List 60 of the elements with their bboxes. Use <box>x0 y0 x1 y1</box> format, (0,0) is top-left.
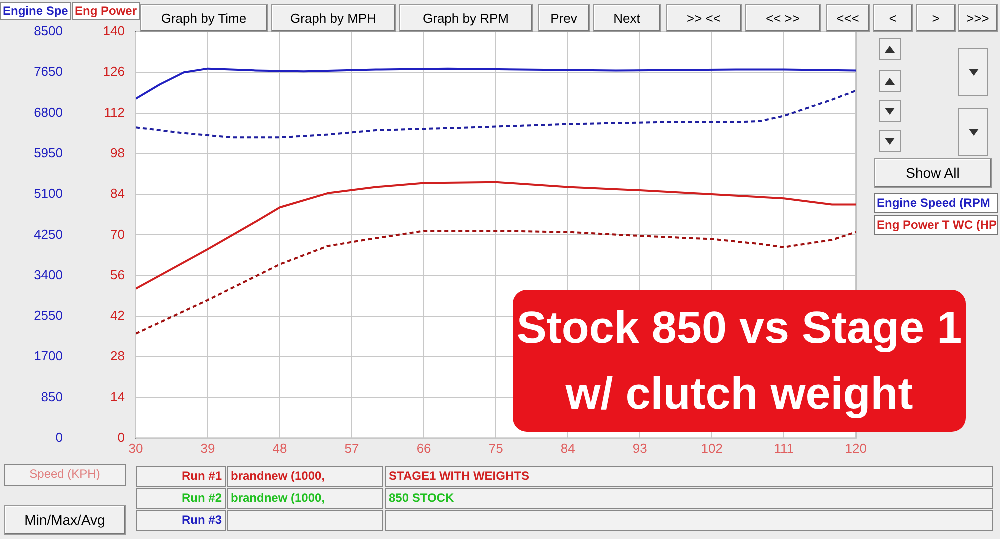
line-series <box>136 90 856 139</box>
text: Eng Power T WC (HP <box>874 215 998 235</box>
x-tick-label: 120 <box>845 440 868 456</box>
text: <<< <box>826 4 870 32</box>
y2-tick-label: 14 <box>110 389 125 404</box>
y2-tick-label: 112 <box>104 104 125 120</box>
text: Min/Max/Avg <box>4 505 126 535</box>
text: 850 STOCK <box>385 488 993 509</box>
text: Run #2 <box>136 488 226 509</box>
y-tick-label: 0 <box>56 430 63 445</box>
y2-tick-label: 0 <box>118 430 125 445</box>
x-tick-label: 39 <box>200 440 216 456</box>
text: brandnew (1000, <box>227 466 383 487</box>
text: Run #3 <box>136 510 226 531</box>
y2-tick-label: 28 <box>110 348 125 364</box>
y-tick-label: 850 <box>41 389 63 404</box>
text: STAGE1 WITH WEIGHTS <box>385 466 993 487</box>
text: >> << <box>666 4 742 32</box>
y-tick-label: 3400 <box>34 267 63 282</box>
text: Stock 850 vs Stage 1 w/ clutch weight <box>513 290 966 432</box>
y-tick-label: 6800 <box>34 104 63 120</box>
y-tick-label: 2550 <box>34 308 63 324</box>
x-tick-label: 93 <box>632 440 648 456</box>
y-tick-label: 5100 <box>34 186 63 202</box>
y2-tick-label: 126 <box>103 64 125 80</box>
y-tick-label: 1700 <box>34 348 63 364</box>
y2-tick-label: 98 <box>110 146 125 160</box>
text: > <box>916 4 956 32</box>
y-tick-label: 4250 <box>34 226 63 242</box>
x-axis-title: Speed (KPH) <box>4 464 126 486</box>
text: Graph by MPH <box>271 4 396 32</box>
y-tick-label: 8500 <box>34 24 63 39</box>
y2-tick-label: 70 <box>110 226 125 242</box>
x-tick-label: 66 <box>416 440 432 456</box>
text: >>> <box>958 4 998 32</box>
x-tick-label: 102 <box>701 440 723 456</box>
y-axis-title: Engine Spe <box>0 2 72 20</box>
y2-tick-label: 140 <box>103 24 125 39</box>
text: Graph by Time <box>140 4 268 32</box>
text: Engine Speed (RPM <box>874 193 998 213</box>
x-tick-label: 30 <box>128 440 144 456</box>
y2-tick-label: 42 <box>110 308 125 324</box>
y2-axis-title: Eng Power <box>72 2 140 20</box>
x-tick-label: 75 <box>488 440 504 456</box>
x-tick-label: 84 <box>560 440 576 456</box>
y-tick-label: 5950 <box>34 146 63 160</box>
x-tick-label: 111 <box>774 440 794 456</box>
text: << >> <box>745 4 821 32</box>
text: Graph by RPM <box>399 4 533 32</box>
text: Prev <box>538 4 590 32</box>
text: Run #1 <box>136 466 226 487</box>
text: brandnew (1000, <box>227 488 383 509</box>
text: < <box>873 4 913 32</box>
text: Next <box>593 4 661 32</box>
y2-tick-label: 84 <box>110 186 125 202</box>
y-tick-label: 7650 <box>34 64 63 80</box>
y2-tick-label: 56 <box>110 267 125 282</box>
x-tick-label: 48 <box>272 440 288 456</box>
text: Show All <box>874 158 992 188</box>
x-tick-label: 57 <box>344 440 360 456</box>
